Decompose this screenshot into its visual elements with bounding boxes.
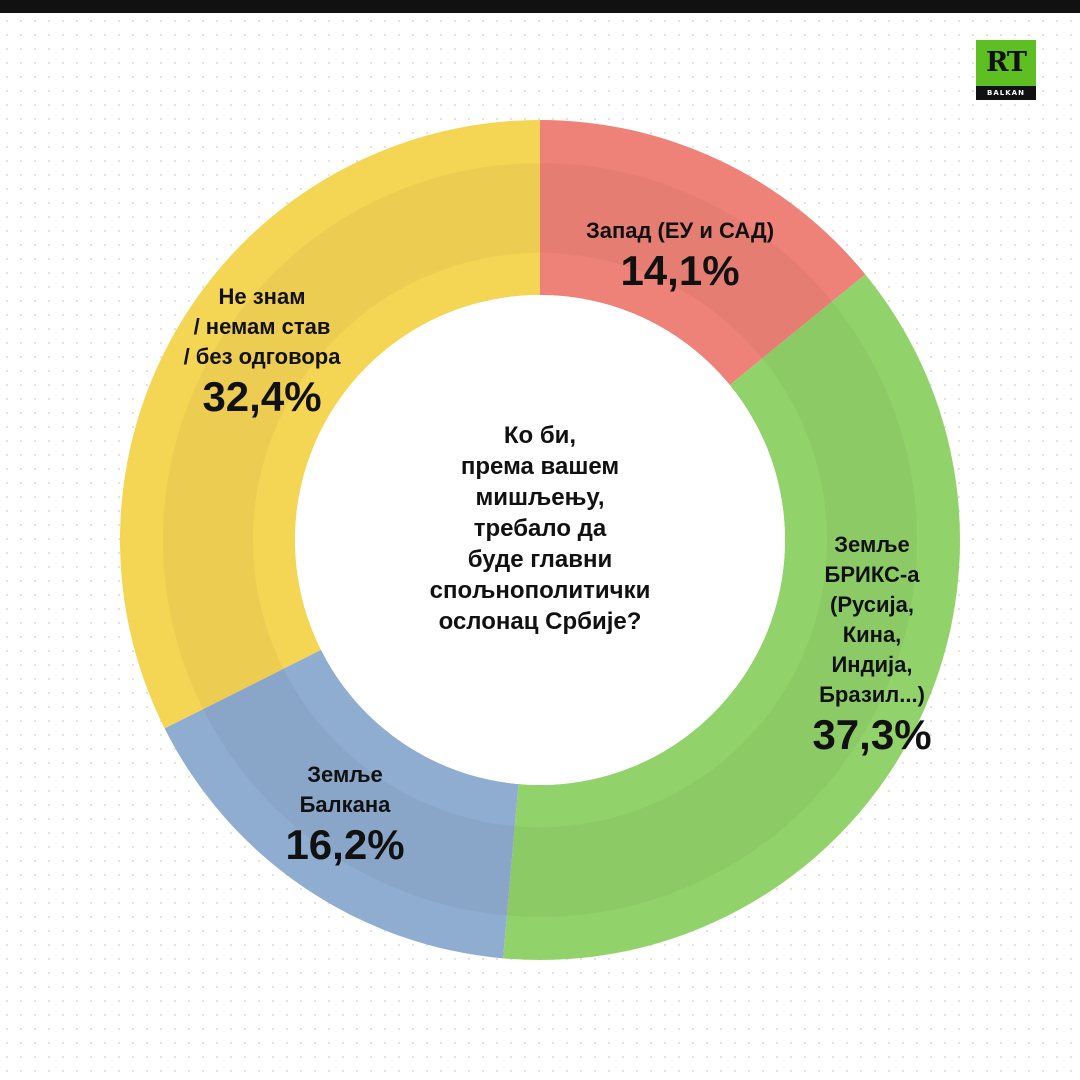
donut-hole xyxy=(295,295,785,785)
donut-slice-brics xyxy=(503,274,960,960)
slice-name: Земље БРИКС-а (Русија, Кина, Индија, Бра… xyxy=(819,532,925,707)
logo-subtext: BALKAN xyxy=(976,86,1036,100)
top-bar xyxy=(0,0,1080,13)
slice-label-balkans: Земље Балкана 16,2% xyxy=(245,760,445,870)
chart-question: Ко би, према вашем мишљењу, требало да б… xyxy=(429,422,651,635)
donut-slice-dont-know xyxy=(120,120,541,729)
donut-slice-west xyxy=(540,120,866,386)
slice-percent: 14,1% xyxy=(620,247,740,294)
logo-text: RT xyxy=(985,47,1027,78)
rt-balkan-logo: RT BALKAN xyxy=(976,40,1036,100)
slice-label-dont-know: Не знам / немам став / без одговора 32,4… xyxy=(152,282,372,422)
slice-percent: 32,4% xyxy=(202,373,322,420)
slice-name: Запад (ЕУ и САД) xyxy=(585,218,775,243)
donut-slice-balkans xyxy=(164,649,519,959)
slice-name: Не знам / немам став / без одговора xyxy=(183,284,341,369)
slice-percent: 37,3% xyxy=(812,711,932,758)
slice-name: Земље Балкана xyxy=(299,762,391,817)
slice-label-west: Запад (ЕУ и САД) 14,1% xyxy=(560,216,800,296)
slice-percent: 16,2% xyxy=(285,821,405,868)
slice-label-brics: Земље БРИКС-а (Русија, Кина, Индија, Бра… xyxy=(772,530,972,760)
